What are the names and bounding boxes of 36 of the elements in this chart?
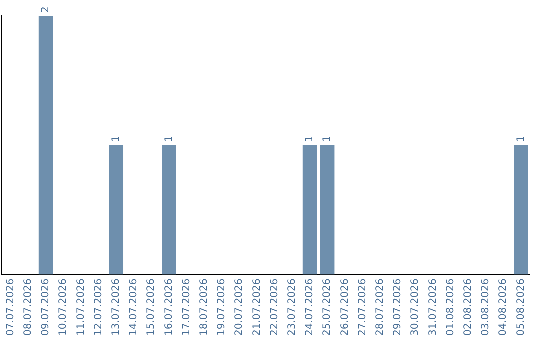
data-label: 1 [164,136,175,142]
x-tick-label: 12.07.2026 [93,278,104,336]
data-label: 1 [322,136,334,142]
x-tick-label: 05.08.2026 [516,278,527,336]
x-tick-label: 31.07.2026 [428,278,439,336]
x-tick-label: 23.07.2026 [286,278,298,336]
x-tick-label: 27.07.2026 [357,278,368,336]
x-tick-label: 13.07.2026 [110,278,122,336]
x-tick-label: 21.07.2026 [252,278,263,336]
x-tick-label: 04.08.2026 [498,278,510,336]
x-tick-label: 22.07.2026 [269,278,280,336]
x-tick-label: 10.07.2026 [58,278,70,336]
x-tick-label: 09.07.2026 [40,278,52,336]
data-label: 1 [304,136,316,142]
x-tick-label: 17.07.2026 [181,278,192,336]
x-tick-label: 18.07.2026 [198,278,210,336]
x-tick-label: 30.07.2026 [410,278,422,336]
x-tick-label: 16.07.2026 [164,278,175,336]
x-tick-label: 08.07.2026 [22,278,34,336]
data-label: 2 [40,6,52,13]
x-tick-label: 03.08.2026 [480,278,492,336]
x-tick-label: 01.08.2026 [445,278,456,336]
data-label: 1 [110,136,122,142]
data-label: 1 [516,136,527,142]
x-tick-label: 25.07.2026 [322,278,334,336]
x-tick-label: 19.07.2026 [216,278,228,336]
x-tick-label: 26.07.2026 [340,278,351,336]
x-tick-label: 15.07.2026 [146,278,158,336]
x-tick-label: 20.07.2026 [234,278,246,336]
x-tick-label: 24.07.2026 [304,278,316,336]
x-tick-label: 14.07.2026 [128,278,140,336]
x-tick-label: 02.08.2026 [462,278,474,336]
x-tick-label: 11.07.2026 [76,278,87,336]
x-tick-label: 28.07.2026 [374,278,386,336]
x-tick-label: 07.07.2026 [5,278,16,336]
x-tick-label: 29.07.2026 [392,278,404,336]
